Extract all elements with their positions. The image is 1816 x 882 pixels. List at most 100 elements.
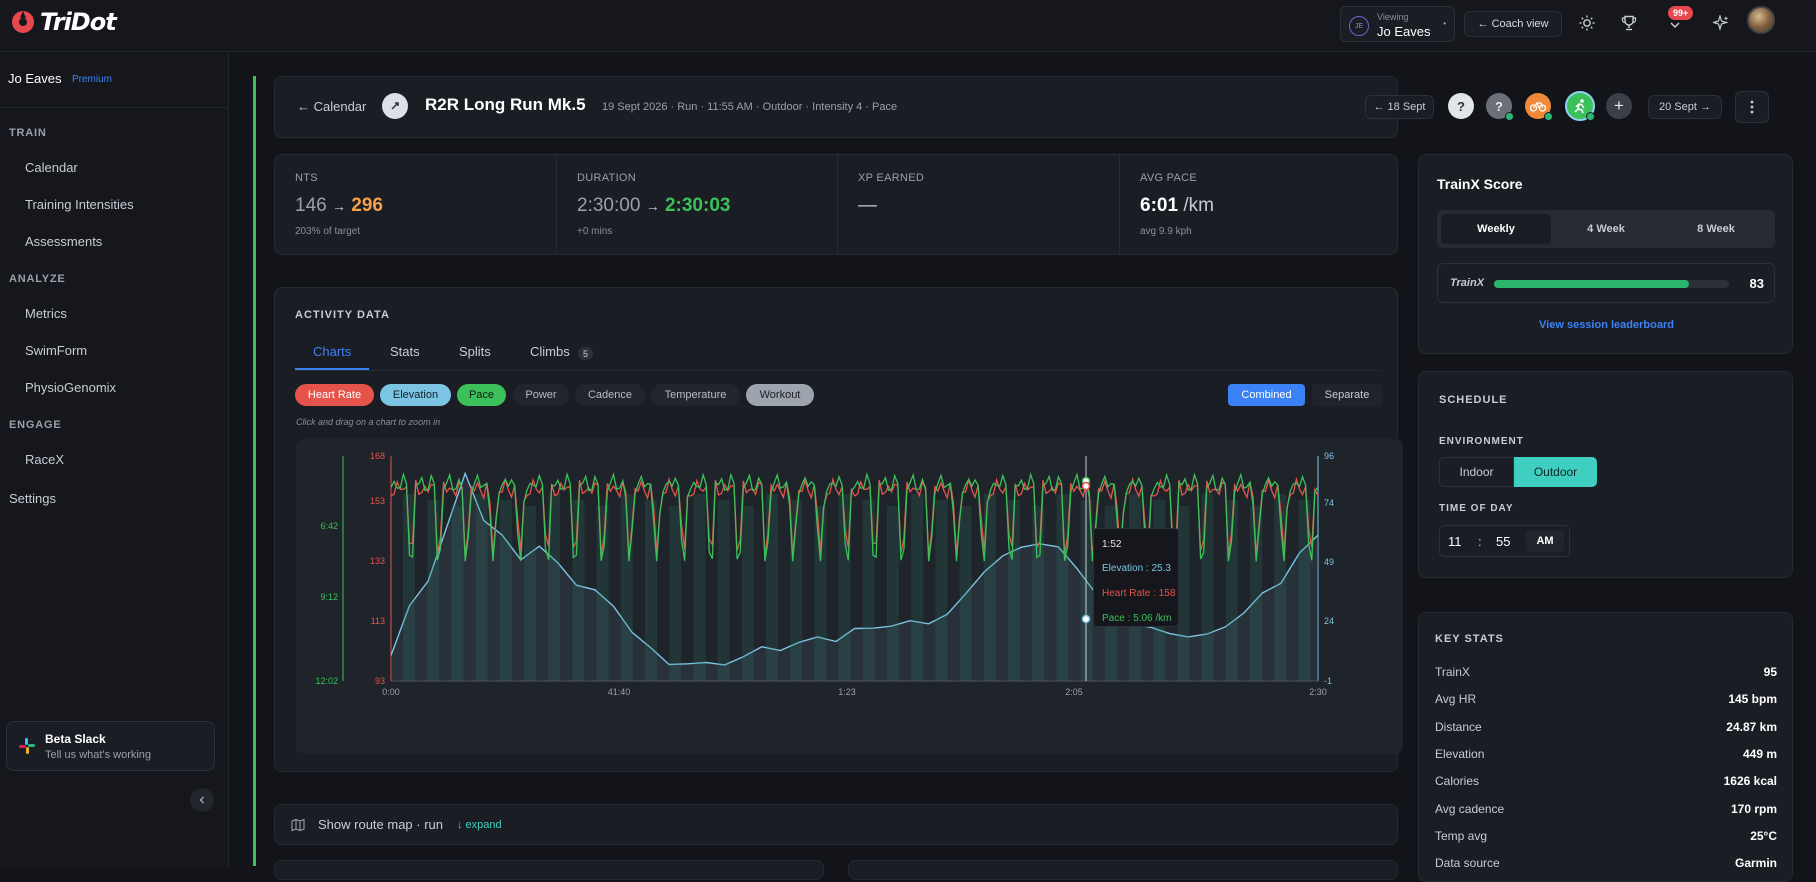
sidebar-item-metrics[interactable]: Metrics (25, 306, 67, 321)
chip-pace[interactable]: Pace (457, 384, 506, 406)
workout-interval-block (1008, 500, 1020, 681)
back-to-calendar-link[interactable]: ← Calendar (297, 99, 367, 114)
x-tick-label: 0:00 (382, 687, 400, 697)
trainx-tab-4-week[interactable]: 4 Week (1587, 223, 1625, 235)
workout-interval-block (524, 506, 536, 681)
session-meta: 19 Sept 2026 · Run · 11:55 AM · Outdoor … (602, 101, 898, 113)
time-of-day-picker: 11 : 55 AM (1439, 525, 1570, 557)
hr-tick-label: 153 (370, 496, 385, 506)
key-stat-label: Temp avg (1435, 828, 1488, 843)
workout-interval-block (1177, 506, 1190, 681)
tabs-divider (295, 370, 1381, 371)
user-avatar[interactable] (1747, 6, 1775, 34)
more-options-button[interactable] (1735, 91, 1769, 123)
run-type-icon (382, 93, 408, 119)
stat-value: 146 → 296 (295, 195, 383, 217)
prev-day-button[interactable]: ← 18 Sept (1365, 95, 1434, 119)
chip-heart-rate[interactable]: Heart Rate (295, 384, 374, 406)
sidebar-section-analyze: ANALYZE (9, 273, 66, 285)
tab-charts[interactable]: Charts (313, 344, 352, 359)
pace-tick-label: 6:42 (320, 521, 338, 531)
chip-power[interactable]: Power (513, 384, 569, 406)
sidebar-item-assessments[interactable]: Assessments (25, 234, 103, 249)
ampm-toggle[interactable]: AM (1526, 530, 1564, 552)
help-icon[interactable]: ? (1448, 93, 1474, 119)
key-stat-value: 145 bpm (1728, 692, 1777, 707)
activity-chart-svg[interactable]: 168 153 133 113 93 6:42 9:12 12:02 96 74 49 24 -1 0:0… (296, 439, 1403, 754)
sidebar-item-settings[interactable]: Settings (9, 491, 56, 506)
hour-input[interactable]: 11 (1448, 534, 1462, 549)
notifications-chevron-icon[interactable] (1664, 14, 1686, 36)
environment-indoor-option[interactable]: Indoor (1439, 457, 1514, 487)
stat-from: 146 (295, 195, 327, 216)
trainx-tab-weekly[interactable]: Weekly (1441, 214, 1551, 244)
stat-to: 2:30:03 (664, 195, 731, 216)
tooltip-elevation: Elevation : 25.3 (1102, 563, 1171, 574)
sidebar-item-racex[interactable]: RaceX (25, 452, 65, 467)
environment-outdoor-option[interactable]: Outdoor (1514, 457, 1597, 487)
workout-interval-block (717, 500, 730, 681)
expand-link[interactable]: ↓ expand (457, 819, 502, 831)
tridot-logo[interactable]: TriDot (10, 8, 117, 36)
chip-elevation[interactable]: Elevation (380, 384, 451, 406)
trainx-period-toggle: Weekly 4 Week 8 Week (1437, 210, 1775, 248)
view-leaderboard-link[interactable]: View session leaderboard (1539, 319, 1674, 331)
kebab-menu-icon (1750, 100, 1754, 114)
workout-interval-block (572, 500, 585, 681)
chip-temperature[interactable]: Temperature (651, 384, 740, 406)
workout-interval-block (1056, 494, 1069, 681)
trophy-icon[interactable] (1618, 12, 1640, 34)
workout-interval-block (1080, 500, 1093, 681)
collapse-sidebar-button[interactable] (190, 788, 214, 812)
sparkle-icon[interactable] (1710, 12, 1732, 34)
sidebar-item-training-intensities[interactable]: Training Intensities (25, 197, 134, 212)
trainx-progress-fill (1494, 280, 1690, 288)
add-session-icon[interactable]: + (1606, 93, 1632, 119)
stat-label: AVG PACE (1140, 172, 1198, 184)
key-stat-label: Avg cadence (1435, 801, 1505, 816)
activity-data-card: ACTIVITY DATA Charts Stats Splits Climbs… (274, 287, 1403, 772)
environment-label: ENVIRONMENT (1439, 436, 1524, 447)
next-day-button[interactable]: 20 Sept → (1648, 95, 1722, 119)
sidebar-item-physiogenomix[interactable]: PhysioGenomix (25, 380, 117, 395)
sidebar-item-calendar[interactable]: Calendar (25, 160, 78, 175)
chevron-left-icon (199, 796, 204, 804)
sidebar-item-swimform[interactable]: SwimForm (25, 343, 88, 358)
combined-toggle[interactable]: Combined (1228, 384, 1305, 406)
viewing-athlete-select[interactable]: JE Viewing Jo Eaves • (1340, 6, 1455, 42)
elev-tick-label: 96 (1324, 451, 1334, 461)
hr-tick-label: 93 (375, 676, 385, 686)
bike-icon[interactable] (1525, 93, 1553, 121)
trainx-tab-8-week[interactable]: 8 Week (1697, 223, 1735, 235)
activity-chart[interactable]: 168 153 133 113 93 6:42 9:12 12:02 96 74 49 24 -1 0:0… (296, 439, 1403, 754)
pace-unit: /km (1183, 195, 1214, 216)
key-stats-card: KEY STATS TrainX 95 Avg HR 145 bpm Distance 2… (1418, 612, 1793, 882)
trainx-score-value: 83 (1749, 276, 1764, 291)
elev-tick-label: -1 (1324, 676, 1332, 686)
route-map-bar[interactable]: Show route map · run ↓ expand (274, 804, 1398, 845)
run-icon[interactable] (1565, 91, 1595, 121)
tab-climbs[interactable]: Climbs (530, 344, 570, 359)
notifications-badge: 99+ (1668, 6, 1694, 20)
trainx-progress-track (1494, 280, 1729, 288)
arrow-right-icon: → (331, 198, 346, 214)
workout-interval-block (1201, 494, 1214, 681)
minute-input[interactable]: 55 (1496, 534, 1511, 549)
key-stat-value: 170 rpm (1730, 801, 1777, 816)
workout-interval-block (1032, 506, 1045, 681)
separate-toggle[interactable]: Separate (1312, 384, 1382, 406)
pace-tick-label: 12:02 (315, 676, 338, 686)
theme-sun-icon[interactable] (1576, 12, 1598, 34)
status-dot (1505, 112, 1514, 121)
beta-slack-card[interactable]: Beta Slack Tell us what's working (6, 721, 215, 771)
key-stat-label: Elevation (1435, 746, 1485, 761)
chip-workout[interactable]: Workout (746, 384, 814, 406)
chip-cadence[interactable]: Cadence (575, 384, 645, 406)
elev-tick-label: 24 (1324, 616, 1334, 626)
unknown-sport-icon[interactable]: ? (1486, 93, 1514, 121)
coach-view-button[interactable]: ← Coach view (1464, 11, 1562, 37)
workout-interval-block (451, 506, 464, 681)
tab-stats[interactable]: Stats (390, 344, 420, 359)
session-header: ← Calendar R2R Long Run Mk.5 19 Sept 202… (274, 76, 1769, 138)
tab-splits[interactable]: Splits (459, 344, 491, 359)
